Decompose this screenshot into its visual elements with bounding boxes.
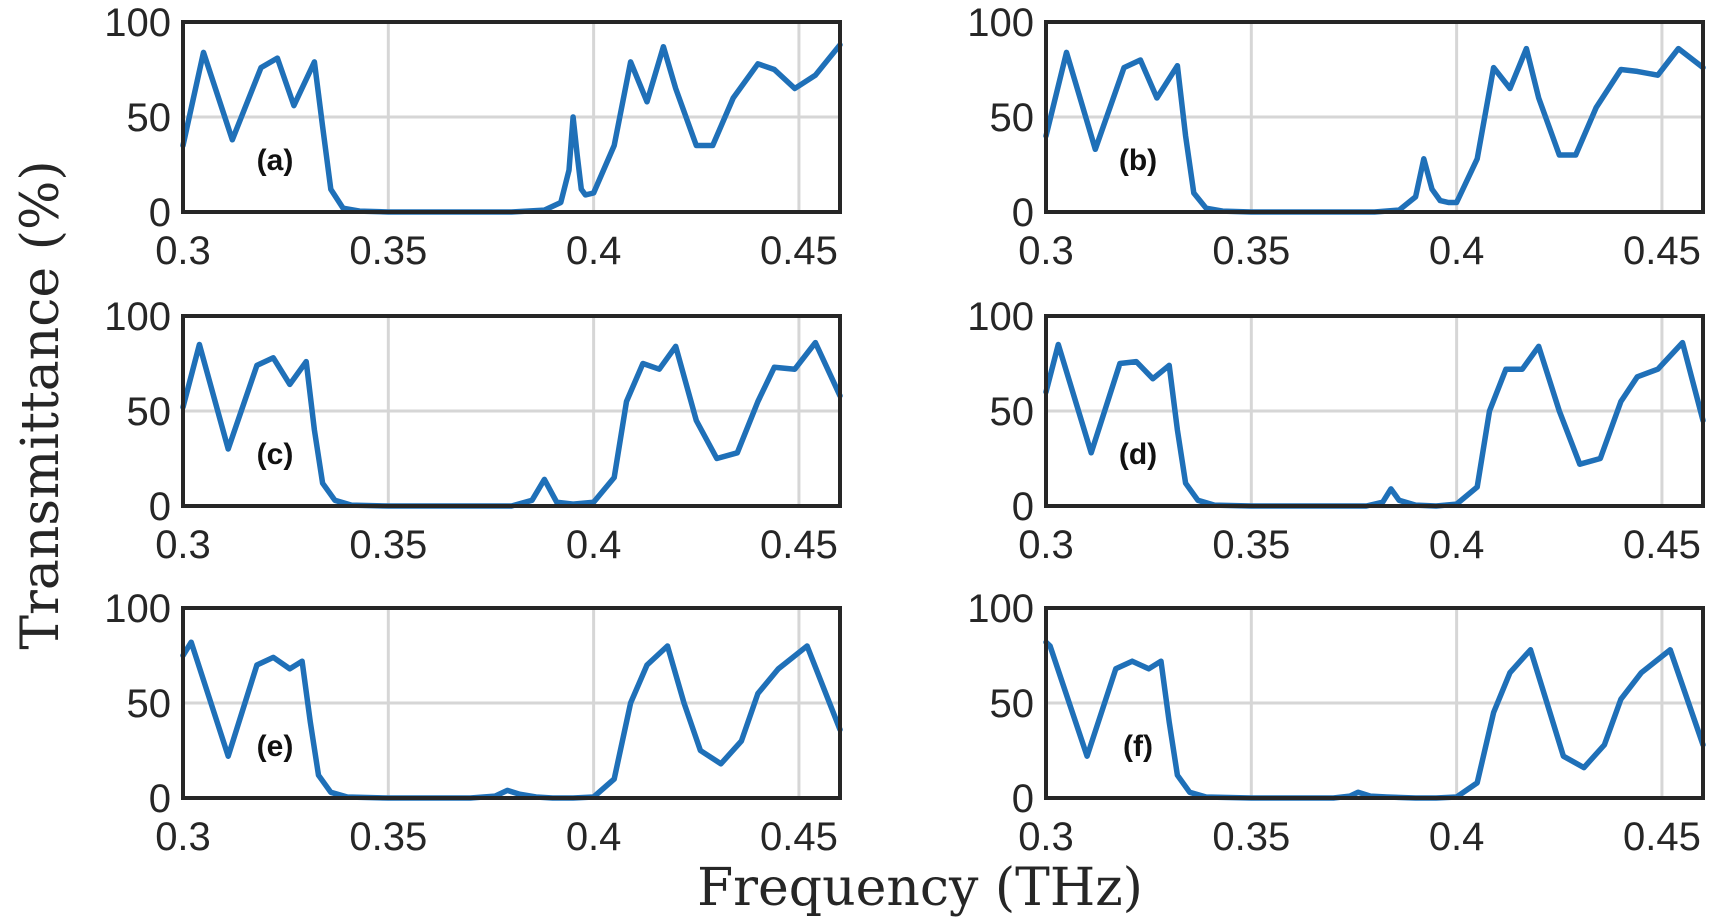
y-tick-label: 100 (967, 587, 1034, 631)
x-tick-label: 0.45 (1623, 229, 1701, 273)
x-tick-label: 0.4 (1429, 523, 1485, 567)
x-tick-label: 0.4 (566, 229, 622, 273)
y-tick-label: 100 (104, 587, 171, 631)
x-tick-label: 0.45 (1623, 815, 1701, 859)
x-tick-label: 0.4 (566, 815, 622, 859)
y-tick-label: 100 (104, 1, 171, 45)
y-tick-label: 0 (149, 191, 171, 235)
panel-label: (b) (1119, 144, 1157, 177)
transmittance-line (1043, 45, 1706, 215)
panel-label: (e) (257, 730, 294, 763)
x-tick-label: 0.3 (155, 815, 211, 859)
x-tick-label: 0.4 (1429, 815, 1485, 859)
y-tick-label: 0 (1012, 191, 1034, 235)
y-tick-label: 0 (1012, 777, 1034, 821)
y-tick-label: 50 (127, 96, 172, 140)
x-tick-label: 0.35 (1212, 523, 1290, 567)
y-tick-label: 0 (149, 485, 171, 529)
y-tick-label: 50 (990, 390, 1035, 434)
y-tick-label: 0 (149, 777, 171, 821)
axes-box (181, 314, 842, 508)
axes-box (181, 20, 842, 214)
panel-c: 0.3 0.35 0.4 0.45 0 50 100 (c) (104, 295, 843, 567)
x-tick-label: 0.3 (1018, 523, 1074, 567)
panel-e: 0.3 0.35 0.4 0.45 0 50 100 (e) (104, 587, 843, 859)
x-tick-label: 0.3 (155, 229, 211, 273)
transmittance-line (1043, 639, 1706, 801)
y-tick-label: 50 (127, 682, 172, 726)
panel-label: (c) (257, 438, 294, 471)
axes-box (1044, 20, 1705, 214)
x-tick-label: 0.45 (760, 523, 838, 567)
x-tick-label: 0.45 (1623, 523, 1701, 567)
transmittance-line (1043, 339, 1706, 509)
panel-a: 0.3 0.35 0.4 0.45 0 50 100 (a) (104, 1, 843, 273)
x-tick-label: 0.4 (566, 523, 622, 567)
panel-label: (f) (1123, 730, 1153, 763)
y-axis-label: Transmittance (%) (11, 160, 71, 649)
x-tick-label: 0.35 (1212, 229, 1290, 273)
x-axis-label: Frequency (THz) (697, 858, 1143, 917)
y-tick-label: 100 (967, 295, 1034, 339)
x-tick-label: 0.4 (1429, 229, 1485, 273)
x-tick-label: 0.45 (760, 815, 838, 859)
x-tick-label: 0.3 (1018, 229, 1074, 273)
panel-label: (a) (257, 144, 294, 177)
transmittance-line (180, 42, 843, 215)
y-tick-label: 100 (104, 295, 171, 339)
panel-b: 0.3 0.35 0.4 0.45 0 50 100 (b) (967, 1, 1706, 273)
transmittance-line (180, 339, 843, 509)
y-tick-label: 50 (127, 390, 172, 434)
y-tick-label: 0 (1012, 485, 1034, 529)
x-tick-label: 0.35 (349, 815, 427, 859)
axes-box (1044, 606, 1705, 800)
x-tick-label: 0.35 (1212, 815, 1290, 859)
axes-box (1044, 314, 1705, 508)
y-tick-label: 50 (990, 96, 1035, 140)
x-tick-label: 0.3 (155, 523, 211, 567)
y-tick-label: 100 (967, 1, 1034, 45)
axes-box (181, 606, 842, 800)
panel-label: (d) (1119, 438, 1157, 471)
x-tick-label: 0.35 (349, 523, 427, 567)
transmittance-line (180, 639, 843, 801)
y-tick-label: 50 (990, 682, 1035, 726)
panel-f: 0.3 0.35 0.4 0.45 0 50 100 (f) (967, 587, 1706, 859)
x-tick-label: 0.35 (349, 229, 427, 273)
panel-d: 0.3 0.35 0.4 0.45 0 50 100 (d) (967, 295, 1706, 567)
x-tick-label: 0.45 (760, 229, 838, 273)
x-tick-label: 0.3 (1018, 815, 1074, 859)
